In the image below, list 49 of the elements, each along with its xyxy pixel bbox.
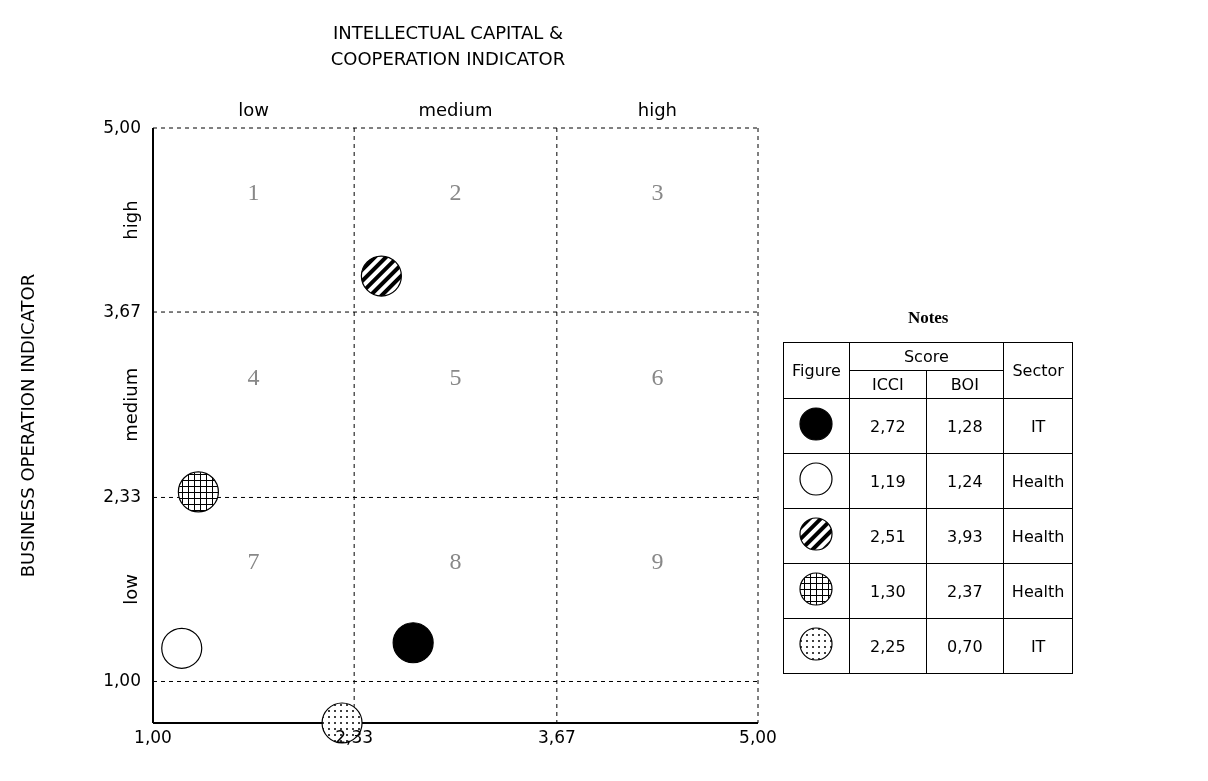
point [392,622,434,664]
text: 0,70 [926,618,1004,674]
text: medium [418,99,493,120]
text: 2,72 [849,398,927,454]
text: Health [1003,563,1073,619]
chart-title: INTELLECTUAL CAPITAL & COOPERATION INDICATOR [329,21,567,71]
point [177,471,219,513]
text: high [120,200,141,240]
y-tick-label: 3,67 [103,301,141,322]
annotation: 9 [651,548,664,575]
text: 2,25 [849,618,927,674]
annotation: 2 [449,179,462,206]
y-tick-label: 5,00 [103,117,141,137]
x-tick-label: 3,67 [537,727,576,748]
annotation: 8 [449,548,462,575]
annotation: 4 [247,363,260,390]
text: 1,19 [849,453,927,509]
annotation: 1 [247,179,260,206]
text: Figure [783,342,850,399]
text: 2,37 [926,563,1004,619]
text: 3,93 [926,508,1004,564]
text: ICCI [849,370,927,399]
text: 2,51 [849,508,927,564]
text: IT [1003,398,1073,454]
point [161,627,203,669]
annotation: 3 [651,179,664,206]
text: IT [1003,618,1073,674]
annotation: 6 [651,363,664,390]
text: Notes [906,308,950,328]
text: BOI [926,370,1004,399]
text: low [120,574,141,605]
text: medium [120,367,141,442]
text: Sector [1003,342,1073,399]
point [360,255,402,297]
text: Health [1003,508,1073,564]
y-axis-title: BUSINESS OPERATION INDICATOR [17,273,39,578]
x-tick-label: 1,00 [134,727,172,748]
text: low [238,99,269,120]
y-tick-label: 1,00 [103,670,141,691]
y-tick-label: 2,33 [103,486,141,507]
annotation: 5 [449,363,462,390]
text: Health [1003,453,1073,509]
text: Score [849,342,1004,371]
text: high [637,99,678,120]
text: 1,24 [926,453,1004,509]
text: 1,30 [849,563,927,619]
annotation: 7 [247,548,260,575]
text: 1,28 [926,398,1004,454]
x-tick-label: 5,00 [739,727,777,748]
